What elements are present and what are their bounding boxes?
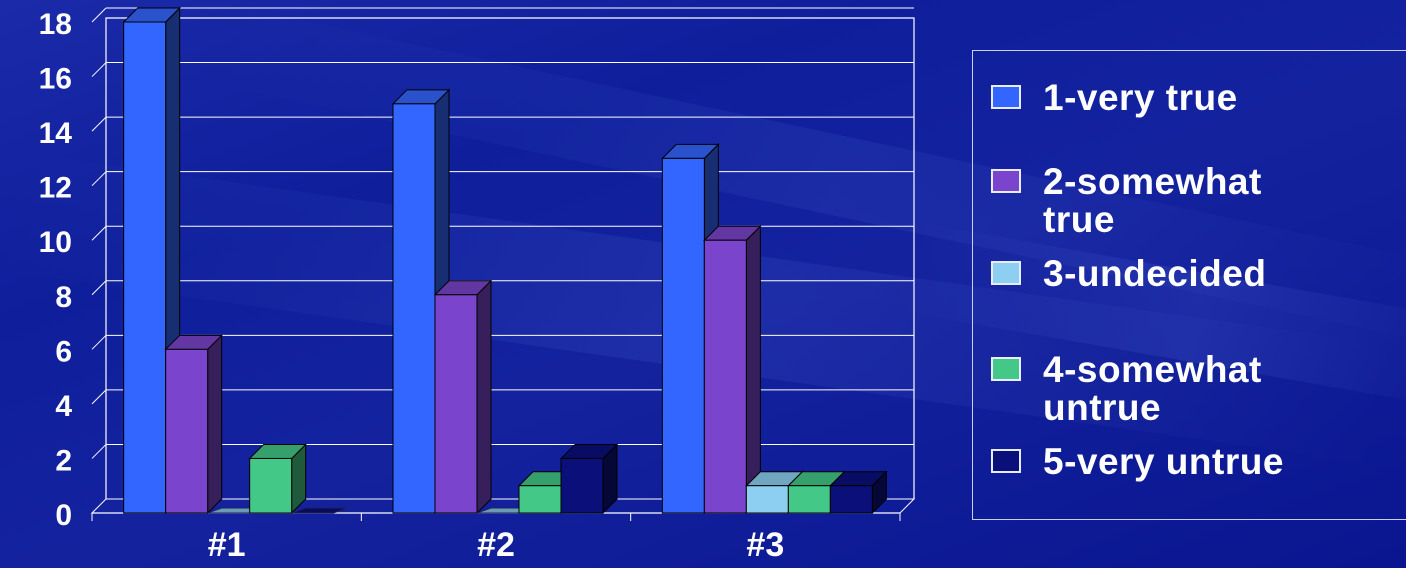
legend-item-very-true: 1-very true bbox=[991, 79, 1383, 117]
legend-label-line2: untrue bbox=[1043, 387, 1162, 428]
bar bbox=[123, 21, 167, 514]
bar bbox=[829, 485, 873, 514]
x-tick-label: #2 bbox=[477, 526, 515, 564]
bar bbox=[392, 103, 436, 514]
y-tick-label: 10 bbox=[39, 226, 72, 259]
x-tick-label: #1 bbox=[208, 526, 246, 564]
bar-side bbox=[476, 279, 492, 515]
bar-side bbox=[745, 225, 761, 515]
gridline-depth bbox=[91, 7, 107, 23]
y-tick-label: 12 bbox=[39, 172, 72, 205]
legend-item-very-untrue: 5-very untrue bbox=[991, 443, 1383, 481]
bar bbox=[165, 348, 209, 514]
legend-label: 1-very true bbox=[1043, 77, 1238, 118]
y-tick-label: 14 bbox=[39, 117, 73, 150]
legend-label: 3-undecided bbox=[1043, 253, 1267, 294]
gridline-depth bbox=[91, 225, 107, 241]
legend-swatch-somewhat-true bbox=[991, 169, 1021, 193]
legend-item-somewhat-untrue: 4-somewhat untrue bbox=[991, 351, 1383, 427]
gridline-depth bbox=[91, 389, 107, 405]
y-tick-label: 4 bbox=[55, 390, 72, 423]
gridline-depth bbox=[91, 334, 107, 350]
plot-wall bbox=[105, 17, 915, 499]
x-tick-label: #3 bbox=[746, 526, 784, 564]
legend-label-line2: true bbox=[1043, 199, 1115, 240]
bar bbox=[661, 157, 705, 514]
bar bbox=[703, 239, 747, 514]
bar bbox=[518, 485, 562, 514]
bar bbox=[434, 294, 478, 514]
bar bbox=[249, 457, 293, 514]
y-tick-label: 6 bbox=[55, 335, 72, 368]
gridline-depth bbox=[91, 171, 107, 187]
bar bbox=[291, 507, 348, 514]
legend-label: 5-very untrue bbox=[1043, 441, 1284, 482]
legend-swatch-somewhat-untrue bbox=[991, 357, 1021, 381]
legend-swatch-very-true bbox=[991, 85, 1021, 109]
legend-item-somewhat-true: 2-somewhat true bbox=[991, 163, 1383, 239]
legend-swatch-undecided bbox=[991, 261, 1021, 285]
bar bbox=[787, 485, 831, 514]
legend-label: 4-somewhat bbox=[1043, 349, 1262, 390]
y-tick-label: 8 bbox=[55, 281, 72, 314]
bar-side bbox=[207, 334, 223, 515]
gridline-depth bbox=[91, 444, 107, 459]
bar bbox=[560, 457, 604, 514]
y-tick-label: 16 bbox=[39, 63, 72, 96]
legend-swatch-very-untrue bbox=[991, 449, 1021, 473]
gridline-depth bbox=[91, 62, 107, 77]
chart-legend: 1-very true 2-somewhat true 3-undecided … bbox=[972, 50, 1406, 520]
legend-item-undecided: 3-undecided bbox=[991, 255, 1383, 293]
y-tick-label: 0 bbox=[55, 499, 72, 532]
legend-label: 2-somewhat bbox=[1043, 161, 1262, 202]
bar bbox=[745, 485, 789, 514]
y-tick-label: 2 bbox=[55, 444, 72, 477]
gridline-depth bbox=[91, 116, 107, 132]
y-tick-label: 18 bbox=[39, 8, 72, 41]
gridline-depth bbox=[91, 280, 107, 296]
